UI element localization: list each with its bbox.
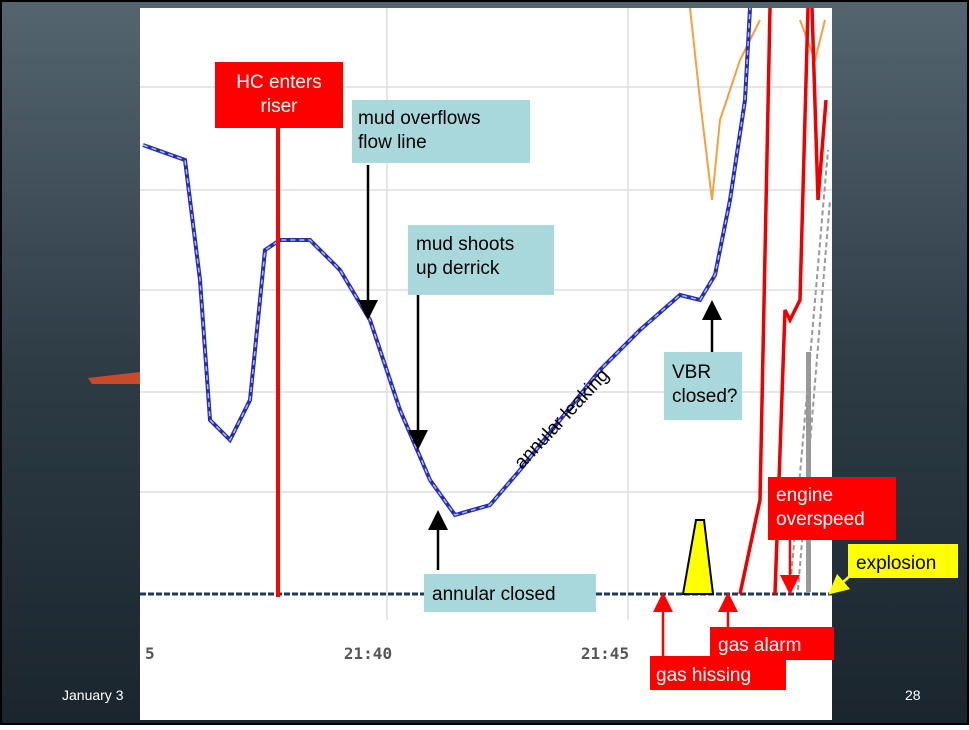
label-box: [664, 352, 742, 420]
label-box: [215, 62, 343, 128]
label-box: [650, 656, 786, 690]
blue-curve-dashed: [142, 7, 751, 516]
annotation: HC enters riser: [236, 72, 322, 117]
label-box: [424, 574, 596, 612]
annotation-line: up derrick: [416, 258, 500, 279]
annotation: explosion: [856, 553, 936, 574]
annotation-line: flow line: [358, 132, 427, 153]
label-box: [768, 477, 896, 540]
annotation: annular closed: [432, 584, 556, 605]
annotation: VBR closed?: [672, 362, 738, 407]
ship: [88, 372, 140, 384]
x-tick-label: 21:40: [344, 644, 392, 663]
annotation-line: closed?: [672, 386, 738, 407]
x-tick-label: 21:45: [581, 644, 629, 663]
label-box: [408, 225, 554, 295]
annotation: engine overspeed: [776, 485, 865, 530]
annotation-line: overspeed: [776, 509, 865, 530]
gas-peak: [681, 519, 715, 595]
annotation: gas hissing: [656, 665, 751, 686]
grey-bar: [806, 352, 811, 592]
red-curve: [738, 7, 828, 595]
label-box: [352, 100, 530, 163]
label-box: [710, 627, 834, 660]
annotation: gas alarm: [718, 635, 801, 656]
page-number: 28: [905, 687, 921, 703]
annotation: mud shoots up derrick: [416, 234, 514, 279]
arrow: [828, 573, 851, 595]
annotation-line: riser: [261, 96, 299, 117]
x-tick-label: 5: [145, 644, 155, 663]
annotation: mud overflows flow line: [358, 108, 481, 153]
label-box: [848, 544, 958, 578]
footer: January 3: [62, 687, 124, 703]
